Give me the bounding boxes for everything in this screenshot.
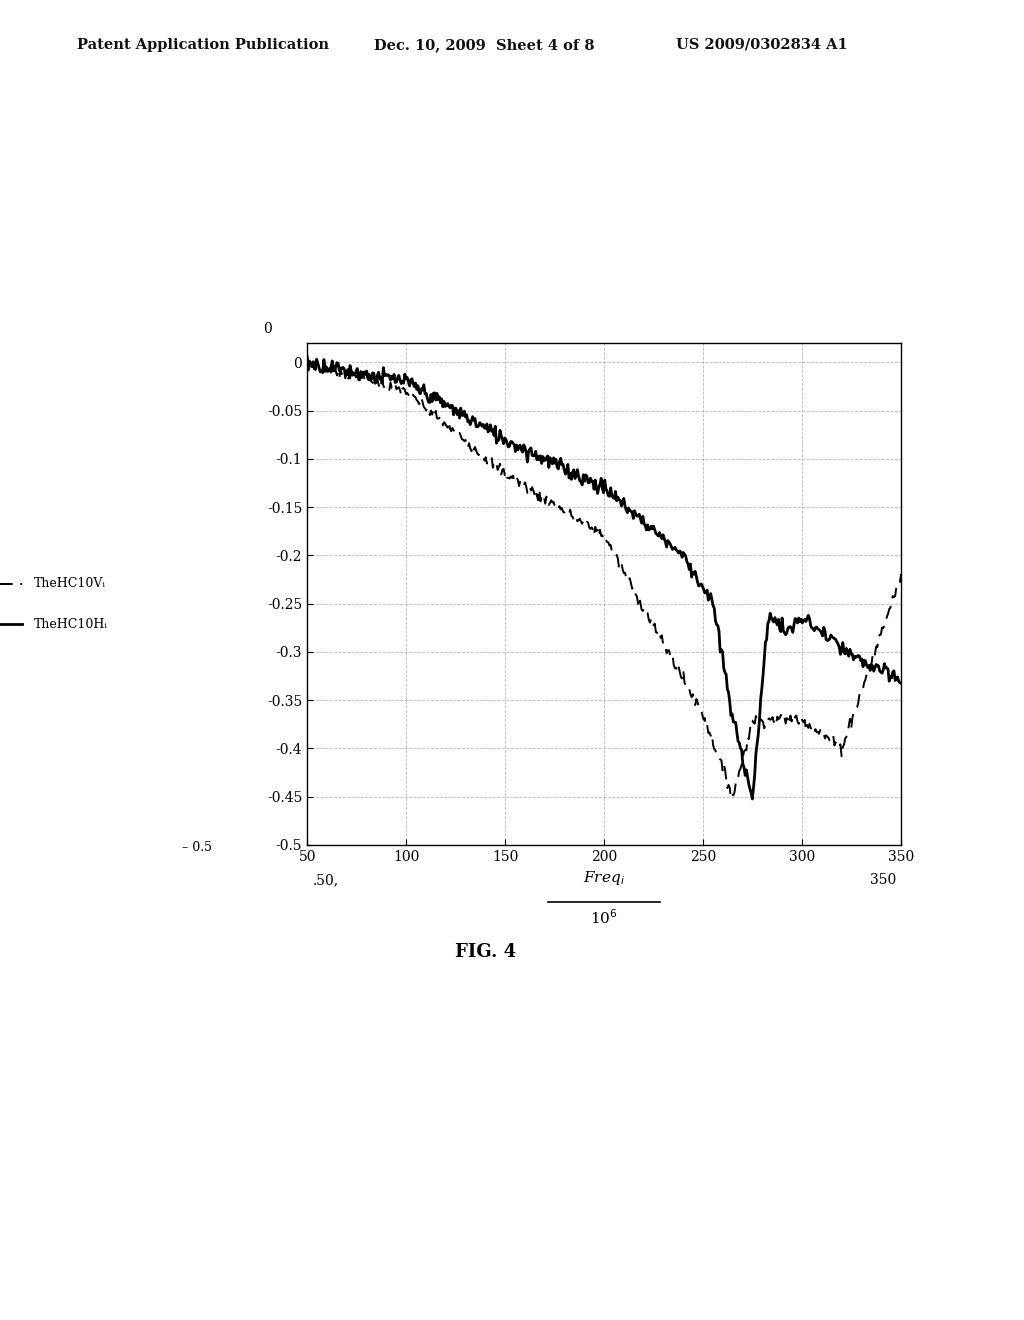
Text: TheHC10Hᵢ: TheHC10Hᵢ: [34, 618, 108, 631]
Text: 350: 350: [869, 874, 896, 887]
Text: Dec. 10, 2009  Sheet 4 of 8: Dec. 10, 2009 Sheet 4 of 8: [374, 38, 594, 51]
Text: – 0.5: – 0.5: [182, 841, 212, 854]
Text: US 2009/0302834 A1: US 2009/0302834 A1: [676, 38, 848, 51]
Text: 10$^6$: 10$^6$: [590, 908, 618, 927]
Text: Freq$_i$: Freq$_i$: [584, 869, 625, 887]
Text: 0: 0: [262, 322, 271, 335]
Text: TheHC10Vᵢ: TheHC10Vᵢ: [34, 577, 106, 590]
Text: FIG. 4: FIG. 4: [455, 942, 516, 961]
Text: .50,: .50,: [312, 874, 339, 887]
Text: Patent Application Publication: Patent Application Publication: [77, 38, 329, 51]
